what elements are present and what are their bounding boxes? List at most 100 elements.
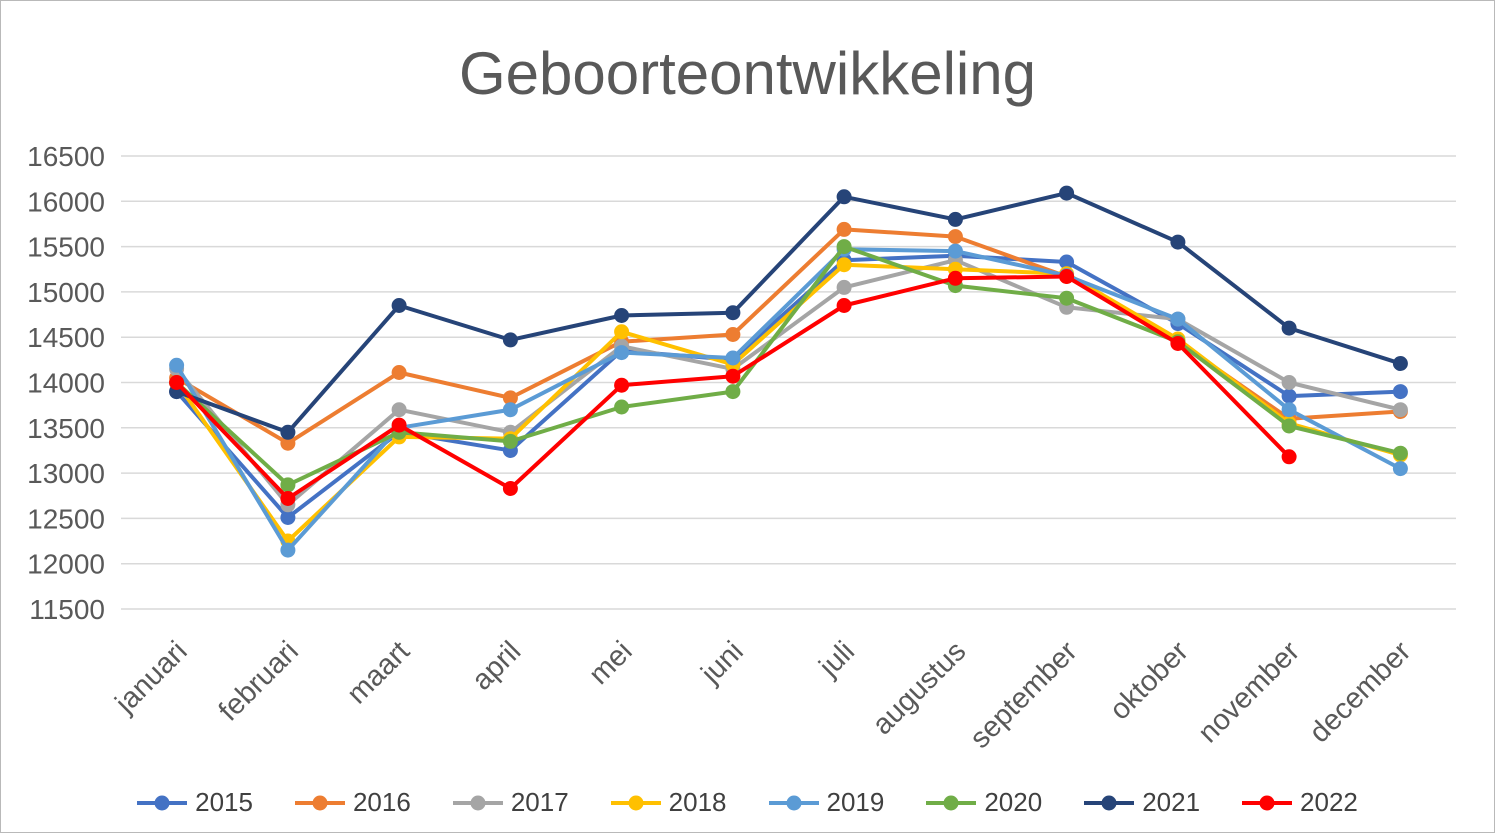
legend-marker-icon (137, 795, 188, 810)
data-point-marker (1170, 311, 1186, 327)
data-point-marker (391, 298, 407, 313)
x-tick-label: november (1192, 635, 1306, 749)
chart-title: Geboorteontwikkeling (458, 40, 1036, 107)
legend-item-2022: 2022 (1242, 787, 1358, 818)
data-point-marker (1059, 185, 1075, 201)
data-point-marker (614, 308, 630, 323)
data-point-marker (725, 350, 741, 366)
legend-label: 2021 (1142, 787, 1201, 817)
data-point-marker (280, 435, 296, 451)
data-point-marker (725, 368, 741, 384)
data-point-marker (1392, 461, 1408, 477)
data-point-marker (836, 257, 852, 273)
legend-item-2021: 2021 (1084, 787, 1200, 818)
legend-label: 2016 (352, 787, 411, 817)
legend-marker-icon (452, 795, 503, 810)
data-point-marker (280, 542, 296, 558)
legend-item-2016: 2016 (294, 787, 411, 818)
data-point-marker (947, 211, 963, 227)
x-tick-label: december (1304, 635, 1418, 749)
gridlines (121, 155, 1456, 610)
data-point-marker (1170, 234, 1186, 250)
series-line (174, 262, 1403, 543)
line-chart-plot: 11500 12000 12500 13000 13500 14000 14500 15000… (27, 141, 1456, 755)
y-tick-label: 11500 (29, 594, 105, 625)
legend-item-2020: 2020 (926, 787, 1042, 818)
series-line (174, 191, 1403, 435)
legend-marker-icon (768, 795, 819, 810)
data-point-marker (1392, 402, 1408, 418)
data-point-marker (169, 357, 185, 373)
data-point-marker (836, 239, 852, 255)
legend-label: 2022 (1300, 787, 1358, 817)
data-point-marker (502, 481, 518, 496)
data-point-marker (947, 229, 963, 245)
x-tick-label: mei (583, 635, 639, 691)
y-tick-label: 16000 (27, 186, 105, 217)
x-tick-label: juli (813, 635, 861, 683)
data-point-marker (280, 424, 296, 440)
data-point-marker (391, 365, 407, 380)
legend-item-2015: 2015 (137, 787, 253, 818)
data-point-marker (725, 384, 741, 400)
y-tick-label: 14500 (27, 322, 105, 353)
x-tick-label: februari (213, 635, 305, 727)
x-tick-label: oktober (1104, 635, 1195, 726)
data-point-marker (614, 345, 630, 361)
legend-item-2018: 2018 (610, 787, 727, 818)
series-line (174, 258, 1403, 507)
data-point-marker (280, 477, 296, 493)
data-point-marker (614, 377, 630, 393)
x-axis-labels: januari februari maart april mei juni juli augu… (109, 635, 1418, 755)
data-point-marker (725, 305, 741, 321)
data-point-marker (280, 491, 296, 506)
data-point-marker (1392, 445, 1408, 461)
data-point-marker (1392, 356, 1408, 371)
legend-label: 2015 (195, 787, 253, 817)
data-point-marker (502, 390, 518, 406)
x-tick-label: maart (341, 635, 416, 710)
series-line (174, 253, 1403, 520)
legend-marker-icon (926, 795, 977, 810)
legend-label: 2017 (510, 787, 569, 817)
y-tick-label: 14000 (27, 368, 105, 399)
data-point-marker (1059, 269, 1075, 284)
data-point-marker (836, 298, 852, 313)
y-axis-labels: 11500 12000 12500 13000 13500 14000 14500 15000… (27, 141, 105, 625)
data-point-marker (1392, 384, 1408, 400)
data-point-marker (502, 332, 518, 348)
data-point-marker (947, 270, 963, 286)
legend-item-2019: 2019 (768, 787, 885, 818)
legend-label: 2020 (984, 787, 1043, 817)
y-tick-label: 15000 (27, 277, 105, 308)
data-point-marker (1281, 402, 1297, 418)
x-tick-label: juni (695, 635, 750, 690)
legend-label: 2019 (826, 787, 885, 817)
data-point-marker (836, 189, 852, 205)
data-point-marker (280, 510, 296, 525)
data-point-marker (1059, 254, 1075, 270)
legend-label: 2018 (668, 787, 727, 817)
data-point-marker (1281, 418, 1297, 434)
x-tick-label: augustus (866, 635, 972, 741)
x-tick-label: januari (109, 635, 194, 720)
data-point-marker (836, 221, 852, 237)
data-point-marker (502, 433, 518, 449)
data-point-marker (1281, 449, 1297, 465)
data-point-marker (614, 399, 630, 415)
series-line (174, 247, 1403, 553)
data-point-marker (391, 402, 407, 418)
y-tick-label: 12000 (27, 549, 105, 580)
data-point-marker (725, 327, 741, 342)
legend-marker-icon (294, 795, 345, 810)
data-point-marker (169, 375, 185, 390)
x-tick-label: april (466, 635, 527, 696)
data-point-marker (836, 279, 852, 295)
series-line (174, 227, 1403, 446)
data-point-marker (614, 324, 630, 340)
series-2021 (169, 185, 1408, 440)
y-tick-label: 13500 (27, 413, 105, 444)
legend-marker-icon (610, 795, 661, 810)
series-line (174, 244, 1403, 487)
